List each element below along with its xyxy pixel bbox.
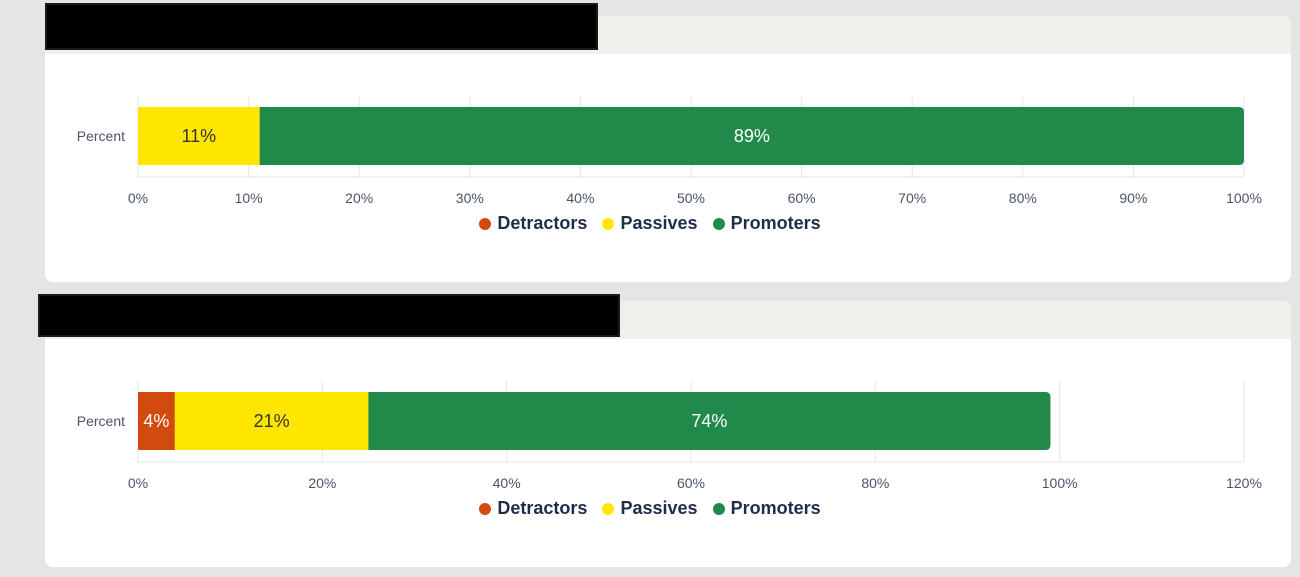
chart-legend-1: Detractors Passives Promoters: [0, 213, 1300, 235]
data-label-promoters: 89%: [734, 126, 770, 146]
data-label-passives: 11%: [181, 126, 216, 146]
legend-item-promoters[interactable]: Promoters: [712, 498, 821, 519]
promoters-dot-icon: [712, 217, 725, 230]
detractors-dot-icon: [479, 217, 492, 230]
x-tick-label: 60%: [788, 190, 816, 206]
x-tick-label: 80%: [1009, 190, 1037, 206]
data-label-detractors: 4%: [143, 411, 169, 431]
x-tick-label: 120%: [1226, 475, 1262, 491]
x-tick-label: 30%: [456, 190, 484, 206]
legend-label: Detractors: [497, 498, 588, 518]
data-label-passives: 21%: [254, 411, 290, 431]
legend-item-detractors[interactable]: Detractors: [479, 498, 587, 519]
chart-legend-2: Detractors Passives Promoters: [0, 498, 1300, 520]
category-label: Percent: [77, 413, 125, 429]
bar-segment-detractors[interactable]: [138, 392, 175, 450]
x-tick-label: 20%: [345, 190, 373, 206]
category-label: Percent: [77, 128, 125, 144]
promoters-dot-icon: [712, 502, 725, 515]
x-tick-label: 100%: [1042, 475, 1078, 491]
x-tick-label: 70%: [898, 190, 926, 206]
redacted-title-1: [45, 3, 598, 50]
x-tick-label: 50%: [677, 190, 705, 206]
passives-dot-icon: [602, 217, 615, 230]
legend-label: Passives: [620, 498, 698, 518]
bar-segment-promoters[interactable]: [259, 107, 1244, 165]
x-tick-label: 0%: [128, 190, 148, 206]
data-label-promoters: 74%: [691, 411, 727, 431]
legend-label: Detractors: [497, 213, 588, 233]
legend-item-detractors[interactable]: Detractors: [479, 213, 587, 234]
detractors-dot-icon: [479, 502, 492, 515]
x-tick-label: 40%: [566, 190, 594, 206]
x-tick-label: 90%: [1119, 190, 1147, 206]
legend-item-promoters[interactable]: Promoters: [712, 213, 821, 234]
bar-segment-passives[interactable]: [138, 107, 260, 165]
legend-label: Passives: [620, 213, 698, 233]
x-tick-label: 10%: [235, 190, 263, 206]
x-tick-label: 40%: [493, 475, 521, 491]
bar-segment-passives[interactable]: [174, 392, 369, 450]
legend-item-passives[interactable]: Passives: [602, 498, 698, 519]
legend-label: Promoters: [730, 213, 821, 233]
legend-label: Promoters: [730, 498, 821, 518]
x-tick-label: 100%: [1226, 190, 1262, 206]
passives-dot-icon: [602, 502, 615, 515]
x-tick-label: 0%: [128, 475, 148, 491]
x-tick-label: 80%: [861, 475, 889, 491]
x-tick-label: 60%: [677, 475, 705, 491]
redacted-title-2: [38, 294, 620, 337]
x-tick-label: 20%: [308, 475, 336, 491]
bar-segment-promoters[interactable]: [368, 392, 1051, 450]
legend-item-passives[interactable]: Passives: [602, 213, 698, 234]
